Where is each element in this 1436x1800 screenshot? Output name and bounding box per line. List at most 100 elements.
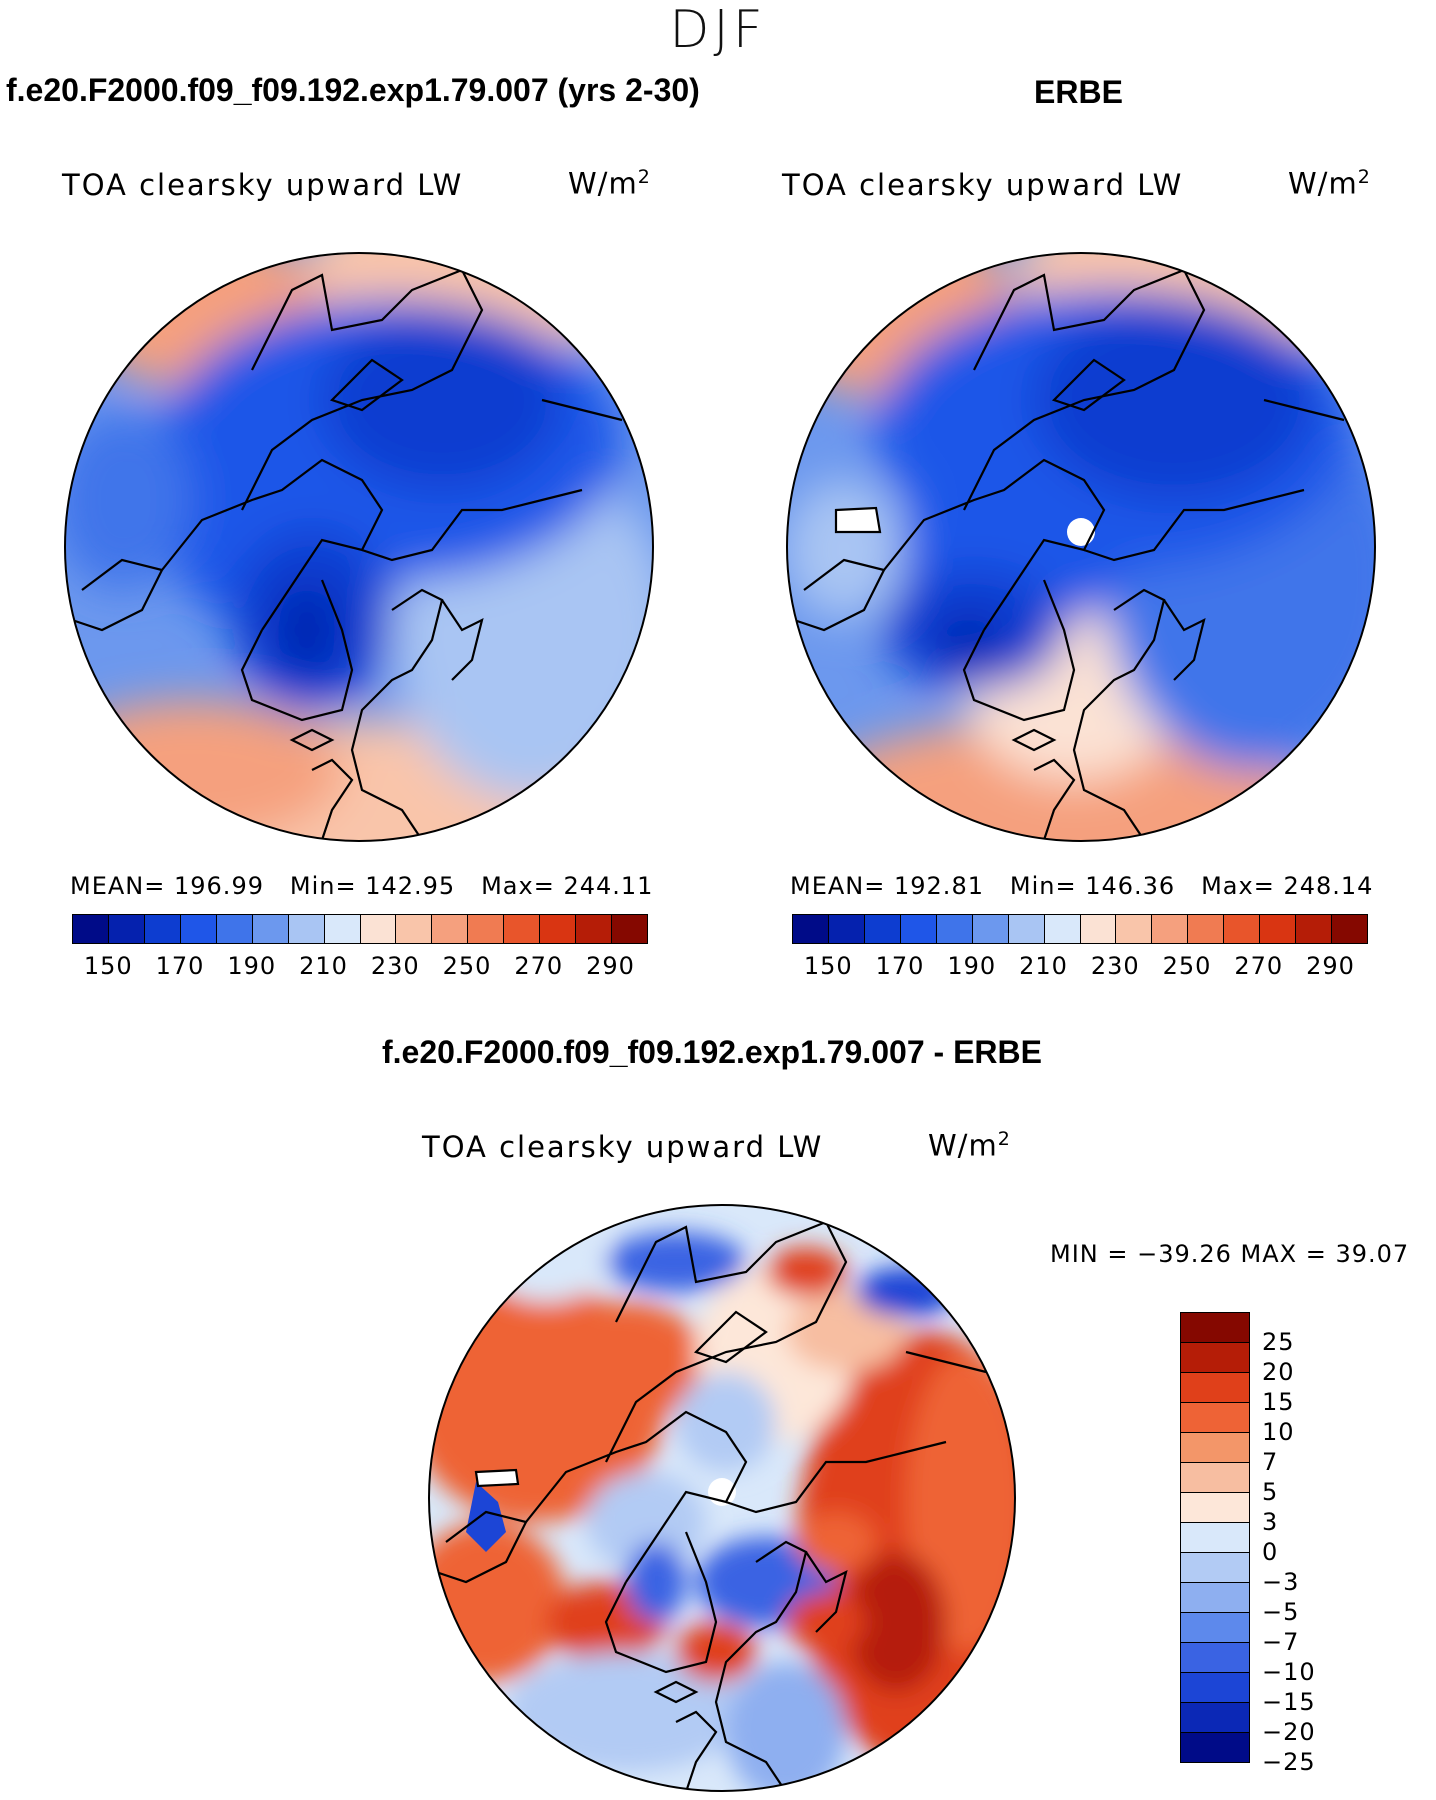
colorbar-swatch: [1181, 1553, 1249, 1583]
colorbar-tick-label: −10: [1262, 1658, 1316, 1686]
diff-units: W/m2: [928, 1128, 1011, 1163]
colorbar-tick-label: −7: [1262, 1628, 1300, 1656]
obs-units: W/m2: [1288, 166, 1371, 201]
colorbar-tick-label: −15: [1262, 1688, 1316, 1716]
model-variable-label: TOA clearsky upward LW: [62, 168, 464, 202]
colorbar-tick-label: 7: [1262, 1448, 1279, 1476]
colorbar-swatch: [1296, 915, 1333, 943]
obs-min-label: Min=: [1009, 872, 1077, 900]
colorbar-tick-label: 210: [299, 952, 348, 980]
colorbar-swatch: [504, 915, 541, 943]
colorbar-swatch: [1152, 915, 1189, 943]
colorbar-swatch: [612, 915, 647, 943]
colorbar-swatch: [180, 915, 217, 943]
colorbar-swatch: [73, 915, 109, 943]
colorbar-swatch: [1181, 1703, 1249, 1733]
colorbar-swatch: [1181, 1343, 1249, 1373]
colorbar-swatch: [1080, 915, 1117, 943]
colorbar-swatch: [468, 915, 505, 943]
colorbar-swatch: [540, 915, 577, 943]
colorbar-swatch: [936, 915, 973, 943]
colorbar-swatch: [576, 915, 613, 943]
model-max-value: 244.11: [563, 872, 654, 900]
colorbar-swatch: [1181, 1613, 1249, 1643]
model-mean-label: MEAN=: [70, 872, 166, 900]
diff-variable-label: TOA clearsky upward LW: [422, 1130, 824, 1164]
diff-minmax: MIN = −39.26 MAX = 39.07: [1050, 1240, 1410, 1268]
diff-case-title: f.e20.F2000.f09_f09.192.exp1.79.007 - ER…: [382, 1034, 1042, 1070]
colorbar-swatch: [1116, 915, 1153, 943]
colorbar-tick-label: 270: [514, 952, 564, 980]
colorbar-tick-label: 3: [1262, 1508, 1279, 1536]
colorbar-tick-label: 250: [442, 952, 492, 980]
model-colorbar-ticks: 150 170 190 210 230 250 270 290: [72, 952, 646, 982]
diff-coastlines: [435, 1220, 987, 1791]
colorbar-swatch: [144, 915, 181, 943]
colorbar-tick-label: −25: [1262, 1748, 1316, 1776]
obs-max-value: 248.14: [1283, 872, 1374, 900]
model-colorbar: [72, 914, 648, 944]
diff-polar-map: [428, 1204, 1016, 1792]
colorbar-tick-label: 290: [1306, 952, 1355, 980]
colorbar-swatch: [1044, 915, 1081, 943]
colorbar-tick-label: 170: [155, 952, 205, 980]
colorbar-swatch: [1181, 1463, 1249, 1493]
colorbar-tick-label: 5: [1262, 1478, 1279, 1506]
obs-polar-map: [786, 252, 1376, 842]
colorbar-tick-label: 10: [1262, 1418, 1295, 1446]
colorbar-swatch: [216, 915, 253, 943]
model-case-title: f.e20.F2000.f09_f09.192.exp1.79.007 (yrs…: [6, 72, 700, 108]
obs-case-title: ERBE: [1034, 74, 1123, 110]
model-min-label: Min=: [289, 872, 357, 900]
colorbar-tick-label: 20: [1262, 1358, 1295, 1386]
model-mean-value: 196.99: [174, 872, 264, 900]
colorbar-tick-label: 210: [1019, 952, 1068, 980]
colorbar-tick-label: 250: [1162, 952, 1212, 980]
colorbar-swatch: [1181, 1433, 1249, 1463]
model-polar-map: [64, 252, 654, 842]
colorbar-swatch: [1181, 1373, 1249, 1403]
colorbar-tick-label: −5: [1262, 1598, 1300, 1626]
season-title: DJF: [669, 0, 767, 60]
colorbar-swatch: [793, 915, 829, 943]
colorbar-swatch: [864, 915, 901, 943]
colorbar-swatch: [1260, 915, 1297, 943]
colorbar-swatch: [1181, 1673, 1249, 1703]
colorbar-tick-label: 15: [1262, 1388, 1295, 1416]
colorbar-swatch: [900, 915, 937, 943]
model-min-value: 142.95: [365, 872, 456, 900]
colorbar-tick-label: 270: [1234, 952, 1284, 980]
colorbar-swatch: [1188, 915, 1225, 943]
model-stats: MEAN= 196.99 Min= 142.95 Max= 244.11: [70, 872, 653, 900]
obs-colorbar: [792, 914, 1368, 944]
obs-mean-label: MEAN=: [790, 872, 886, 900]
colorbar-swatch: [252, 915, 289, 943]
colorbar-tick-label: 230: [370, 952, 420, 980]
colorbar-swatch: [396, 915, 433, 943]
colorbar-tick-label: 150: [83, 952, 133, 980]
colorbar-tick-label: 0: [1262, 1538, 1279, 1566]
colorbar-swatch: [972, 915, 1009, 943]
colorbar-swatch: [1181, 1643, 1249, 1673]
obs-mean-value: 192.81: [894, 872, 984, 900]
colorbar-tick-label: 170: [875, 952, 925, 980]
colorbar-swatch: [108, 915, 145, 943]
diff-colorbar: [1180, 1312, 1250, 1763]
model-map-boundary: [64, 252, 654, 842]
colorbar-tick-label: 190: [947, 952, 997, 980]
colorbar-swatch: [324, 915, 361, 943]
colorbar-swatch: [828, 915, 865, 943]
colorbar-swatch: [1332, 915, 1367, 943]
model-max-label: Max=: [481, 872, 555, 900]
obs-map-boundary: [786, 252, 1376, 842]
diff-colorbar-ticks: 25 20 15 10 7 5 3 0 −3 −5 −7 −10 −15 −20 −25: [1262, 1312, 1362, 1792]
colorbar-swatch: [1181, 1403, 1249, 1433]
colorbar-swatch: [1181, 1583, 1249, 1613]
colorbar-swatch: [1181, 1313, 1249, 1343]
diff-map-boundary: [428, 1204, 1016, 1792]
colorbar-swatch: [1008, 915, 1045, 943]
colorbar-tick-label: −3: [1262, 1568, 1300, 1596]
obs-stats: MEAN= 192.81 Min= 146.36 Max= 248.14: [790, 872, 1373, 900]
colorbar-tick-label: 230: [1090, 952, 1140, 980]
colorbar-swatch: [432, 915, 469, 943]
